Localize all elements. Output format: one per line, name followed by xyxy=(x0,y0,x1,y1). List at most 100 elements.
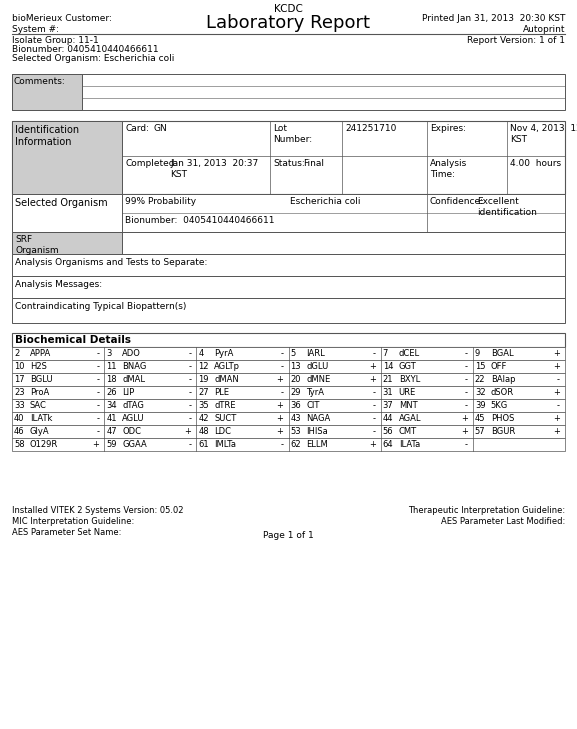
Text: +: + xyxy=(553,427,560,436)
Text: -: - xyxy=(188,440,192,449)
Text: IHISa: IHISa xyxy=(306,427,328,436)
Text: 5: 5 xyxy=(290,349,296,358)
Text: Bionumber:  0405410440466611: Bionumber: 0405410440466611 xyxy=(125,216,275,225)
Text: MNT: MNT xyxy=(399,401,417,410)
Text: +: + xyxy=(276,401,283,410)
Text: GGAA: GGAA xyxy=(122,440,147,449)
Text: SRF
Organism: SRF Organism xyxy=(15,235,59,255)
Text: KCDC: KCDC xyxy=(273,4,302,14)
Text: +: + xyxy=(369,375,376,384)
Bar xyxy=(12,254,565,276)
Text: 14: 14 xyxy=(383,362,393,371)
Text: 36: 36 xyxy=(290,401,301,410)
Text: +: + xyxy=(92,440,99,449)
Bar xyxy=(12,121,122,194)
Text: 62: 62 xyxy=(290,440,301,449)
Text: 31: 31 xyxy=(383,388,394,397)
Text: 20: 20 xyxy=(290,375,301,384)
Text: ADO: ADO xyxy=(122,349,141,358)
Text: Excellent
identification: Excellent identification xyxy=(477,197,537,217)
Text: +: + xyxy=(461,414,468,423)
Text: dSOR: dSOR xyxy=(491,388,514,397)
Text: Selected Organism: Escherichia coli: Selected Organism: Escherichia coli xyxy=(12,54,174,63)
Text: Escherichia coli: Escherichia coli xyxy=(290,197,361,206)
Bar xyxy=(12,232,565,254)
Bar xyxy=(12,333,565,347)
Text: -: - xyxy=(557,375,560,384)
Text: -: - xyxy=(373,349,376,358)
Text: 64: 64 xyxy=(383,440,394,449)
Text: -: - xyxy=(96,401,99,410)
Text: dTRE: dTRE xyxy=(214,401,236,410)
Text: -: - xyxy=(557,401,560,410)
Text: 34: 34 xyxy=(106,401,117,410)
Text: BAlap: BAlap xyxy=(491,375,515,384)
Text: 32: 32 xyxy=(475,388,485,397)
Text: -: - xyxy=(373,388,376,397)
Bar xyxy=(12,74,82,110)
Bar xyxy=(12,121,565,194)
Text: dGLU: dGLU xyxy=(306,362,329,371)
Text: ILATa: ILATa xyxy=(399,440,420,449)
Text: Final: Final xyxy=(303,159,324,168)
Text: 2: 2 xyxy=(14,349,19,358)
Text: +: + xyxy=(185,427,192,436)
Text: 99% Probability: 99% Probability xyxy=(125,197,196,206)
Text: +: + xyxy=(461,427,468,436)
Text: Therapeutic Interpretation Guideline:
AES Parameter Last Modified:: Therapeutic Interpretation Guideline: AE… xyxy=(408,506,565,526)
Text: AGLU: AGLU xyxy=(122,414,145,423)
Text: 12: 12 xyxy=(198,362,209,371)
Text: BGLU: BGLU xyxy=(30,375,53,384)
Text: Expires:: Expires: xyxy=(430,124,466,133)
Text: 26: 26 xyxy=(106,388,117,397)
Text: 7: 7 xyxy=(383,349,388,358)
Text: dTAG: dTAG xyxy=(122,401,144,410)
Text: bioMerieux Customer:
System #:: bioMerieux Customer: System #: xyxy=(12,14,112,34)
Text: 46: 46 xyxy=(14,427,25,436)
Text: SAC: SAC xyxy=(30,401,47,410)
Text: 4.00  hours: 4.00 hours xyxy=(510,159,561,168)
Text: 61: 61 xyxy=(198,440,209,449)
Text: GlyA: GlyA xyxy=(30,427,50,436)
Text: 11: 11 xyxy=(106,362,117,371)
Text: 5KG: 5KG xyxy=(491,401,508,410)
Text: ELLM: ELLM xyxy=(306,440,328,449)
Text: 13: 13 xyxy=(290,362,301,371)
Text: PyrA: PyrA xyxy=(214,349,234,358)
Text: Analysis
Time:: Analysis Time: xyxy=(430,159,467,179)
Text: SUCT: SUCT xyxy=(214,414,237,423)
Text: -: - xyxy=(96,427,99,436)
Text: dMAN: dMAN xyxy=(214,375,239,384)
Bar xyxy=(12,298,565,323)
Text: 57: 57 xyxy=(475,427,485,436)
Text: 45: 45 xyxy=(475,414,485,423)
Text: CMT: CMT xyxy=(399,427,417,436)
Bar xyxy=(12,194,565,232)
Text: 37: 37 xyxy=(383,401,394,410)
Text: dMAL: dMAL xyxy=(122,375,145,384)
Text: -: - xyxy=(96,362,99,371)
Text: +: + xyxy=(553,362,560,371)
Text: Printed Jan 31, 2013  20:30 KST
Autoprint
Report Version: 1 of 1: Printed Jan 31, 2013 20:30 KST Autoprint… xyxy=(422,14,565,45)
Text: Biochemical Details: Biochemical Details xyxy=(15,335,131,345)
Text: -: - xyxy=(465,349,468,358)
Text: 19: 19 xyxy=(198,375,209,384)
Text: +: + xyxy=(369,440,376,449)
Text: GN: GN xyxy=(154,124,168,133)
Text: 47: 47 xyxy=(106,427,117,436)
Text: Contraindicating Typical Biopattern(s): Contraindicating Typical Biopattern(s) xyxy=(15,302,186,311)
Text: +: + xyxy=(276,375,283,384)
Text: +: + xyxy=(553,414,560,423)
Text: -: - xyxy=(280,362,283,371)
Bar xyxy=(12,412,565,425)
Text: Identification
Information: Identification Information xyxy=(15,125,79,147)
Text: Lot
Number:: Lot Number: xyxy=(273,124,312,144)
Bar xyxy=(12,386,565,399)
Text: 17: 17 xyxy=(14,375,25,384)
Bar xyxy=(12,74,565,110)
Bar xyxy=(12,360,565,373)
Text: 15: 15 xyxy=(475,362,485,371)
Text: CIT: CIT xyxy=(306,401,320,410)
Bar xyxy=(12,399,565,412)
Text: +: + xyxy=(369,362,376,371)
